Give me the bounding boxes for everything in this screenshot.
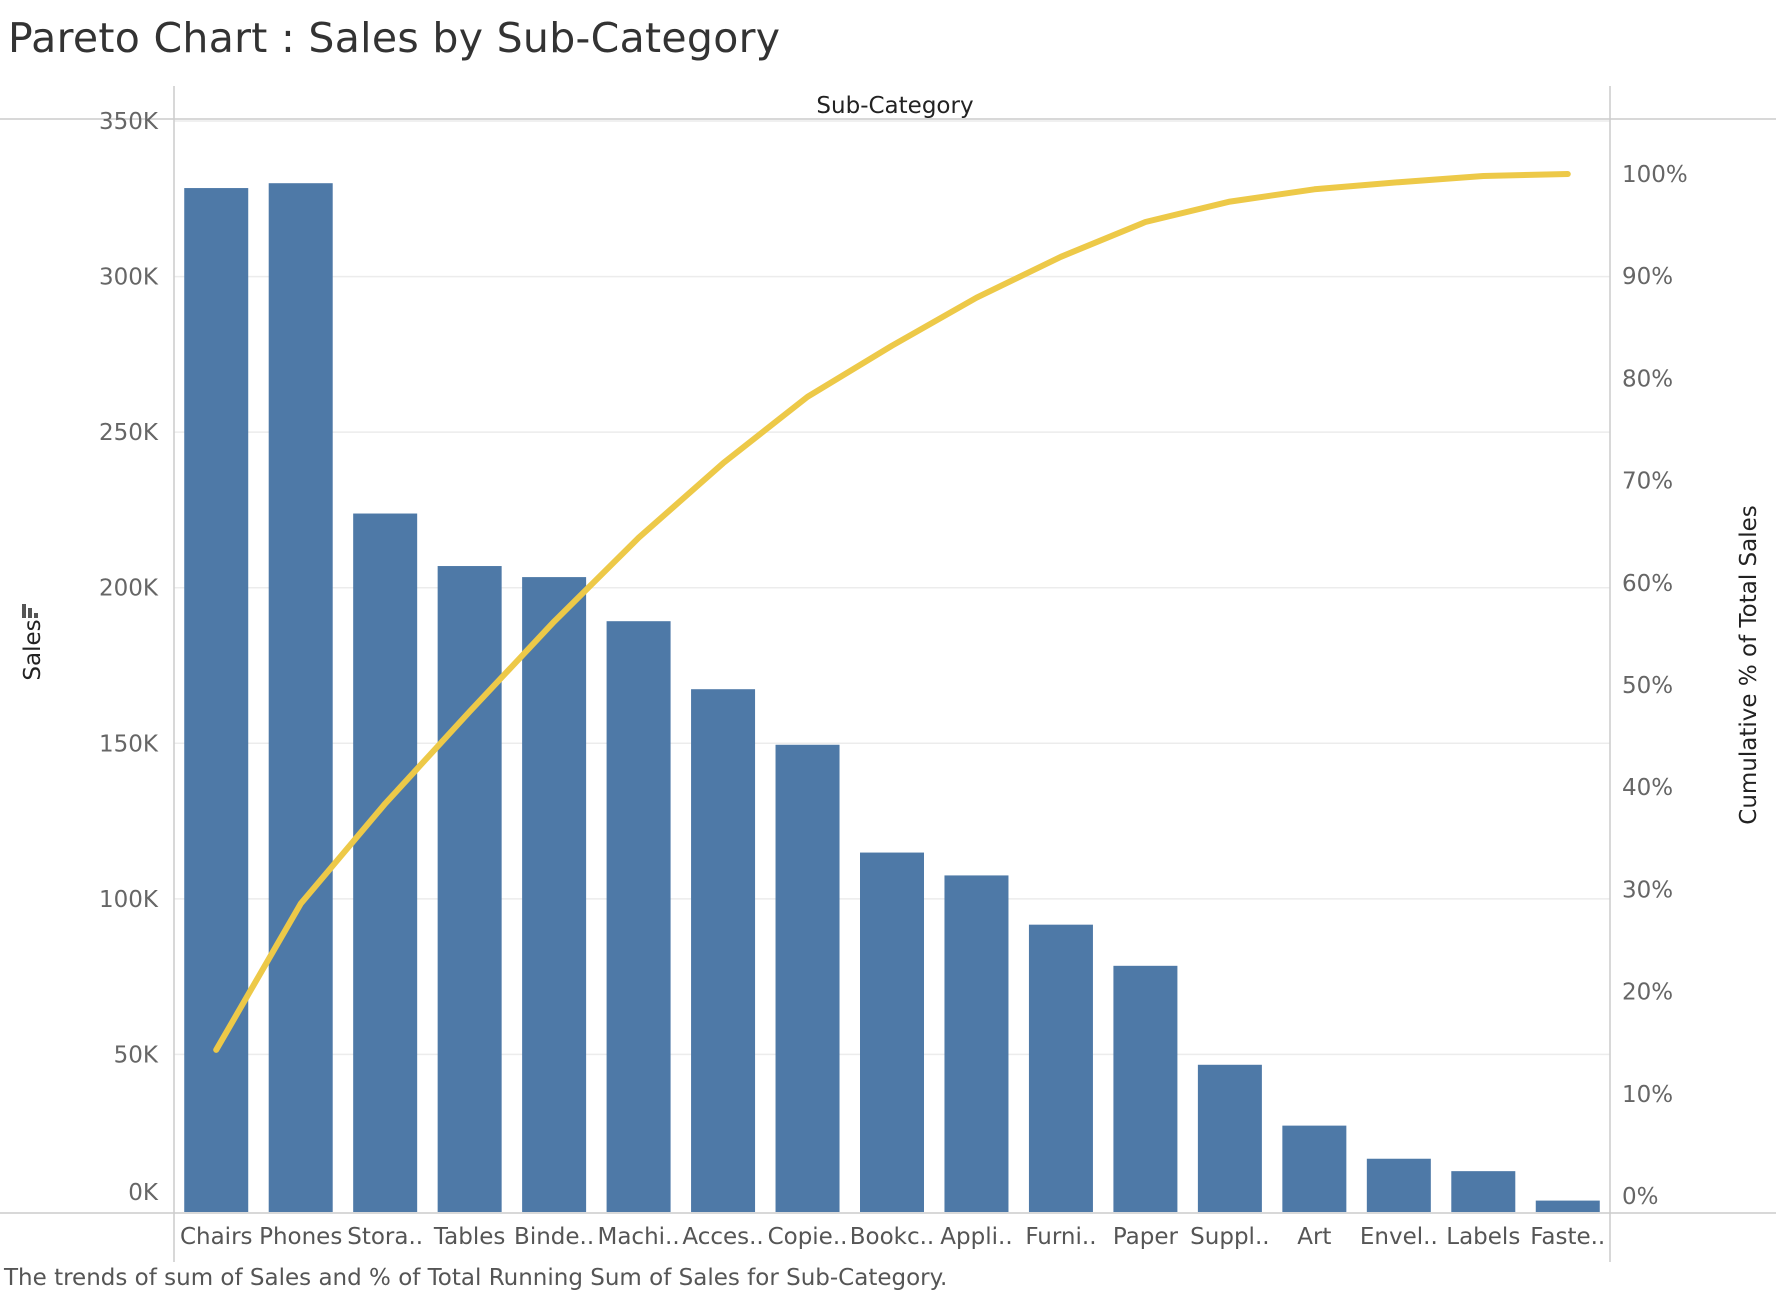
bar-bookc[interactable]	[860, 852, 924, 1212]
y2-tick-label: 50%	[1622, 673, 1673, 699]
category-label: Bookc..	[850, 1224, 935, 1250]
category-label: Paper	[1113, 1224, 1179, 1250]
bar-appli[interactable]	[944, 875, 1009, 1212]
bar-labels[interactable]	[1451, 1171, 1516, 1212]
chart-frame	[0, 86, 1776, 1262]
category-label: Labels	[1446, 1224, 1520, 1250]
y2-tick-label: 0%	[1622, 1184, 1659, 1210]
bar-suppl[interactable]	[1197, 1064, 1262, 1212]
category-label: Phones	[259, 1224, 342, 1250]
right-axis-ticks: 0% 10% 20% 30% 40% 50% 60% 70% 80% 90% 100%	[1622, 162, 1688, 1210]
category-label: Envel..	[1360, 1224, 1438, 1250]
bar-paper[interactable]	[1113, 965, 1178, 1212]
category-label: Faste..	[1530, 1224, 1605, 1250]
bar-phones[interactable]	[268, 183, 333, 1212]
y-tick-label: 250K	[99, 420, 159, 446]
bar-faste[interactable]	[1535, 1200, 1600, 1212]
bar-machi[interactable]	[606, 621, 671, 1212]
bar-chairs[interactable]	[184, 188, 249, 1213]
category-label: Copie..	[768, 1224, 848, 1250]
sort-descending-icon[interactable]	[22, 604, 38, 618]
bar-tables[interactable]	[437, 566, 502, 1212]
y2-tick-label: 10%	[1622, 1082, 1673, 1108]
y2-axis-label: Cumulative % of Total Sales	[1736, 505, 1762, 824]
y-tick-label: 0K	[128, 1180, 159, 1206]
bar-furni[interactable]	[1028, 924, 1093, 1212]
cumulative-line	[213, 171, 1571, 1053]
y-axis-label[interactable]: Sales	[20, 619, 46, 680]
bars	[184, 183, 1600, 1213]
y-tick-label: 200K	[99, 576, 159, 602]
category-label: Stora..	[347, 1224, 423, 1250]
y2-tick-label: 40%	[1622, 775, 1673, 801]
y2-tick-label: 30%	[1622, 877, 1673, 903]
left-axis-ticks: 0K 50K 100K 150K 200K 250K 300K 350K	[99, 109, 159, 1206]
y2-tick-label: 70%	[1622, 469, 1673, 495]
category-label: Art	[1297, 1224, 1331, 1250]
y2-tick-label: 60%	[1622, 571, 1673, 597]
bar-binde[interactable]	[522, 577, 587, 1212]
category-label: Appli..	[940, 1224, 1012, 1250]
category-labels: Chairs Phones Stora.. Tables Binde.. Machi.. A…	[180, 1224, 1605, 1250]
bar-art[interactable]	[1282, 1125, 1347, 1212]
category-label: Tables	[433, 1224, 505, 1250]
y2-tick-label: 90%	[1622, 264, 1673, 290]
y-tick-label: 350K	[99, 109, 159, 135]
chart-caption: The trends of sum of Sales and % of Tota…	[4, 1265, 948, 1291]
category-label: Chairs	[180, 1224, 253, 1250]
header-label: Sub-Category	[816, 93, 973, 119]
y2-tick-label: 100%	[1622, 162, 1688, 188]
bar-copie[interactable]	[775, 744, 840, 1212]
y-tick-label: 150K	[99, 731, 159, 757]
y-tick-label: 100K	[99, 887, 159, 913]
y2-tick-label: 80%	[1622, 366, 1673, 392]
y-tick-label: 50K	[114, 1042, 159, 1068]
page-title: Pareto Chart : Sales by Sub-Category	[8, 14, 781, 62]
y2-tick-label: 20%	[1622, 980, 1673, 1006]
bar-envel[interactable]	[1366, 1158, 1431, 1212]
category-label: Furni..	[1025, 1224, 1096, 1250]
category-label: Acces..	[682, 1224, 763, 1250]
bar-stora[interactable]	[353, 513, 418, 1212]
category-label: Machi..	[597, 1224, 679, 1250]
y-tick-label: 300K	[99, 265, 159, 291]
category-label: Binde..	[514, 1224, 594, 1250]
category-label: Suppl..	[1190, 1224, 1269, 1250]
bar-acces[interactable]	[691, 689, 756, 1212]
